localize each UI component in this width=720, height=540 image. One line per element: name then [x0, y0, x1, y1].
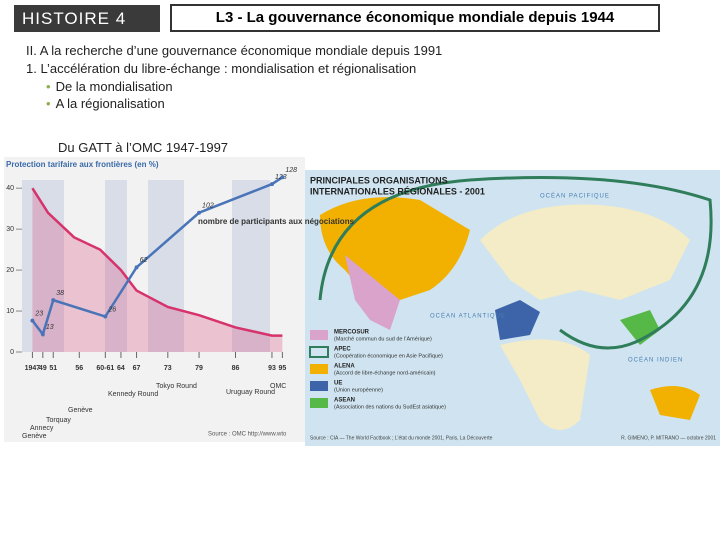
map-title: INTERNATIONALES RÉGIONALES - 2001	[310, 186, 485, 196]
map-source: Source : CIA — The World Factbook ; L’ét…	[310, 435, 493, 441]
y-tick-label: 0	[10, 349, 14, 356]
heading: II. A la recherche d’une gouvernance éco…	[26, 43, 443, 58]
round-label: Tokyo Round	[156, 383, 197, 390]
x-tick-label: 56	[75, 365, 83, 372]
point	[40, 332, 45, 337]
caption: Du GATT à l’OMC 1947-1997	[58, 140, 229, 155]
round-label: Genève	[68, 407, 93, 414]
x-tick-label: 49	[39, 365, 47, 372]
legend-name: MERCOSUR	[334, 330, 370, 336]
round-label: Kennedy Round	[108, 391, 158, 398]
chart-source: Source : OMC http://www.wto	[208, 432, 287, 438]
area	[32, 188, 283, 352]
y-tick-label: 40	[6, 185, 14, 192]
point	[30, 318, 35, 323]
map-title: PRINCIPALES ORGANISATIONS	[310, 175, 448, 185]
round-label: Torquay	[46, 417, 71, 424]
x-tick-label: 1947	[25, 365, 41, 372]
x-tick-label: 67	[133, 365, 141, 372]
value-label: 26	[107, 306, 116, 313]
legend-name: UE	[334, 381, 342, 387]
australia	[650, 386, 700, 420]
x-tick-label: 93	[268, 365, 276, 372]
legend-swatch	[310, 364, 328, 374]
value-label: 128	[285, 167, 297, 174]
legend-swatch	[309, 346, 329, 358]
x-tick-label: 60-61	[96, 365, 114, 372]
point	[269, 182, 274, 187]
y-tick-label: 30	[6, 226, 14, 233]
course-label: HISTOIRE 4	[14, 5, 160, 32]
chart-title: Protection tarifaire aux frontières (en …	[6, 160, 159, 169]
ocean-label: OCÉAN INDIEN	[628, 357, 683, 364]
eurasia	[480, 204, 690, 300]
band	[148, 180, 184, 352]
value-label: 23	[34, 310, 43, 317]
legend-desc: (Accord de libre-échange nord-américain)	[334, 370, 436, 376]
round-label: OMC	[270, 383, 286, 390]
x-tick-label: 51	[49, 365, 57, 372]
legend-swatch	[310, 398, 328, 408]
band	[22, 180, 64, 352]
apec-outline	[318, 176, 713, 350]
legend-name: ALENA	[334, 364, 355, 370]
slide-title: L3 - La gouvernance économique mondiale …	[170, 4, 660, 32]
legend-swatch	[310, 330, 328, 340]
point	[103, 314, 108, 319]
bullet: De la mondialisation	[46, 79, 173, 94]
x-tick-label: 73	[164, 365, 172, 372]
point	[280, 175, 285, 180]
point	[134, 265, 139, 270]
subheading: 1. L’accélération du libre-échange : mon…	[26, 61, 417, 76]
band	[232, 180, 270, 352]
bullet: A la régionalisation	[46, 96, 165, 111]
value-label: 102	[202, 203, 214, 210]
map-credit: R. GIMENO, P. MITRANO — octobre 2001	[621, 435, 716, 441]
x-tick-label: 79	[195, 365, 203, 372]
round-label: Genève	[22, 433, 47, 440]
y-tick-label: 20	[6, 267, 14, 274]
round-label: Uruguay Round	[226, 389, 275, 396]
x-tick-label: 95	[278, 365, 286, 372]
ocean-label: OCÉAN PACIFIQUE	[540, 193, 610, 200]
point	[197, 210, 202, 215]
x-tick-label: 86	[232, 365, 240, 372]
africa	[500, 339, 590, 430]
value-label: 62	[140, 257, 148, 264]
legend-desc: (Marché commun du sud de l’Amérique)	[334, 336, 432, 342]
legend-name: APEC	[334, 347, 351, 353]
value-label: 38	[56, 290, 64, 297]
value-label: 13	[46, 324, 54, 331]
legend-desc: (Union européenne)	[334, 387, 383, 393]
series-line	[31, 176, 284, 337]
annotation: nombre de participants aux négociations	[198, 217, 355, 226]
south-america	[345, 255, 400, 330]
legend-swatch	[310, 381, 328, 391]
legend-desc: (Coopération économique en Asie Pacifiqu…	[334, 353, 443, 359]
legend-desc: (Association des nations du SudEst asiat…	[334, 404, 446, 410]
round-label: Annecy	[30, 425, 54, 432]
y-tick-label: 10	[6, 308, 14, 315]
x-tick-label: 64	[117, 365, 125, 372]
legend-name: ASEAN	[334, 398, 355, 404]
ocean-label: OCÉAN ATLANTIQUE	[430, 313, 506, 320]
point	[51, 298, 56, 303]
series-line	[31, 187, 283, 337]
europe	[495, 300, 540, 340]
